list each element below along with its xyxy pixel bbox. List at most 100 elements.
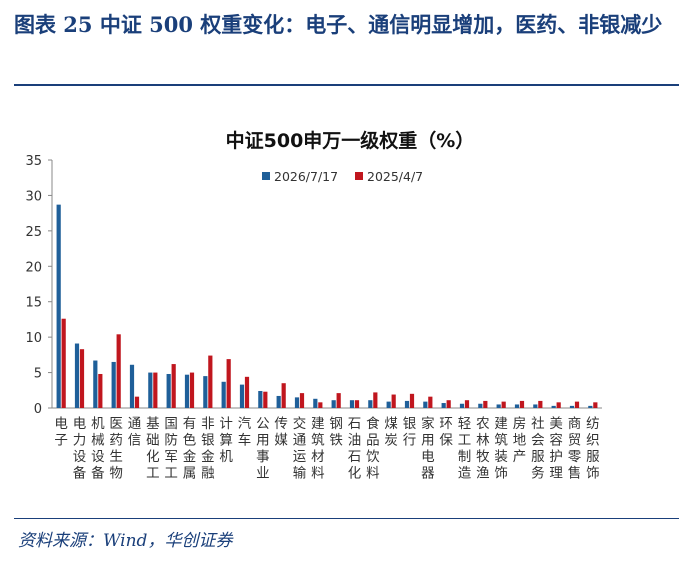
bar-series-1	[93, 360, 98, 408]
bar-series-2	[574, 401, 580, 408]
x-tick-label: 公用事业	[256, 416, 270, 482]
x-tick-label: 纺织服饰	[586, 416, 600, 482]
bar-series-1	[423, 401, 428, 408]
bar-series-2	[79, 349, 85, 408]
bar-series-2	[391, 394, 396, 408]
x-tick-label: 医药生物	[109, 416, 123, 482]
x-tick-label: 环保	[439, 416, 453, 449]
bar-series-2	[116, 334, 121, 408]
bar-series-2	[263, 391, 268, 408]
bar-series-2	[134, 396, 140, 408]
x-axis-labels: 电子电力设备机械设备医药生物通信基础化工国防军工有色金属非银金融计算机汽车公用事…	[54, 415, 600, 482]
bar-series-2	[98, 373, 103, 408]
bar-series-2	[519, 400, 525, 408]
bar-series-2	[189, 372, 195, 408]
legend-label: 2025/4/7	[367, 169, 423, 184]
x-tick-label: 石油石化	[348, 416, 362, 482]
bar-series-2	[336, 393, 341, 408]
x-tick-label: 煤炭	[384, 416, 398, 449]
legend-label: 2026/7/17	[274, 169, 338, 184]
bar-series-1	[349, 400, 355, 408]
x-tick-label: 家用电器	[421, 415, 435, 482]
header-rule	[14, 84, 679, 86]
bar-series-1	[239, 384, 245, 408]
bar-series-2	[556, 402, 561, 408]
bar-series-2	[373, 392, 378, 408]
bar-series-2	[464, 400, 470, 408]
bar-series-1	[148, 372, 153, 408]
bar-series-1	[368, 400, 373, 408]
bar-series-1	[459, 403, 465, 408]
x-tick-label: 建筑材料	[311, 416, 325, 482]
figure-header: 图表 25 中证 500 权重变化：电子、通信明显增加，医药、非银减少	[14, 8, 679, 41]
x-tick-label: 电子	[54, 416, 68, 449]
x-tick-label: 传媒	[274, 416, 288, 449]
bar-series-1	[496, 404, 501, 408]
bar-series-2	[153, 372, 158, 408]
legend-swatch	[262, 172, 270, 180]
y-tick-label: 15	[25, 296, 42, 311]
chart-legend: 2026/7/17 2025/4/7	[262, 169, 423, 184]
x-tick-label: 基础化工	[146, 415, 160, 482]
bar-series-2	[299, 393, 305, 408]
x-tick-label: 通信	[128, 416, 142, 449]
x-tick-label: 非银金融	[201, 416, 215, 482]
bars	[56, 204, 598, 408]
bar-series-1	[221, 381, 226, 408]
bar-series-1	[588, 405, 593, 408]
x-tick-label: 美容护理	[549, 416, 563, 482]
y-tick-label: 10	[25, 331, 42, 346]
bar-series-1	[533, 404, 538, 408]
bar-series-2	[409, 393, 415, 408]
y-tick-label: 25	[25, 225, 42, 240]
bar-series-1	[551, 405, 556, 408]
bar-series-1	[258, 390, 263, 408]
bar-series-2	[244, 376, 250, 408]
bar-series-1	[276, 395, 281, 408]
x-tick-label: 商贸零售	[568, 416, 582, 482]
bar-series-2	[538, 400, 543, 408]
x-tick-label: 汽车	[238, 416, 252, 449]
bar-series-2	[226, 359, 231, 408]
x-tick-label: 社会服务	[531, 416, 545, 482]
bar-series-1	[331, 400, 336, 408]
bar-series-1	[184, 374, 190, 408]
y-tick-label: 35	[25, 154, 42, 169]
bar-series-2	[61, 318, 66, 408]
bar-series-1	[166, 373, 171, 408]
x-tick-label: 交通运输	[293, 415, 307, 482]
bar-series-2	[354, 400, 360, 408]
x-tick-label: 食品饮料	[366, 415, 380, 482]
y-axis: 0 5 10 15 20 25 30 35	[25, 154, 602, 417]
bar-series-1	[478, 403, 483, 408]
bar-series-1	[294, 397, 300, 408]
x-tick-label: 农林牧渔	[476, 416, 490, 482]
x-tick-label: 国防军工	[164, 416, 178, 482]
y-tick-label: 20	[25, 260, 42, 275]
y-tick-label: 30	[25, 189, 42, 204]
x-tick-label: 有色金属	[183, 416, 197, 482]
bar-series-2	[501, 401, 506, 408]
bar-series-1	[203, 376, 208, 408]
x-tick-label: 钢铁	[329, 416, 343, 449]
bar-series-2	[593, 402, 598, 408]
legend-swatch	[355, 172, 363, 180]
bar-series-1	[313, 398, 318, 408]
x-tick-label: 机械设备	[91, 416, 105, 482]
bar-series-2	[446, 400, 451, 408]
bar-series-1	[514, 404, 520, 408]
bar-series-1	[56, 204, 61, 408]
y-tick-label: 5	[34, 367, 42, 382]
x-tick-label: 轻工制造	[458, 416, 472, 482]
bar-series-1	[129, 364, 135, 408]
bar-series-1	[569, 405, 575, 408]
bar-series-1	[74, 343, 80, 408]
y-tick-label: 0	[34, 402, 42, 417]
x-tick-label: 银行	[403, 416, 417, 449]
bar-series-1	[441, 403, 446, 408]
chart-title: 中证500申万一级权重（%）	[226, 129, 475, 152]
x-tick-label: 计算机	[219, 416, 233, 465]
bar-series-2	[208, 355, 213, 408]
bar-series-2	[281, 383, 286, 408]
